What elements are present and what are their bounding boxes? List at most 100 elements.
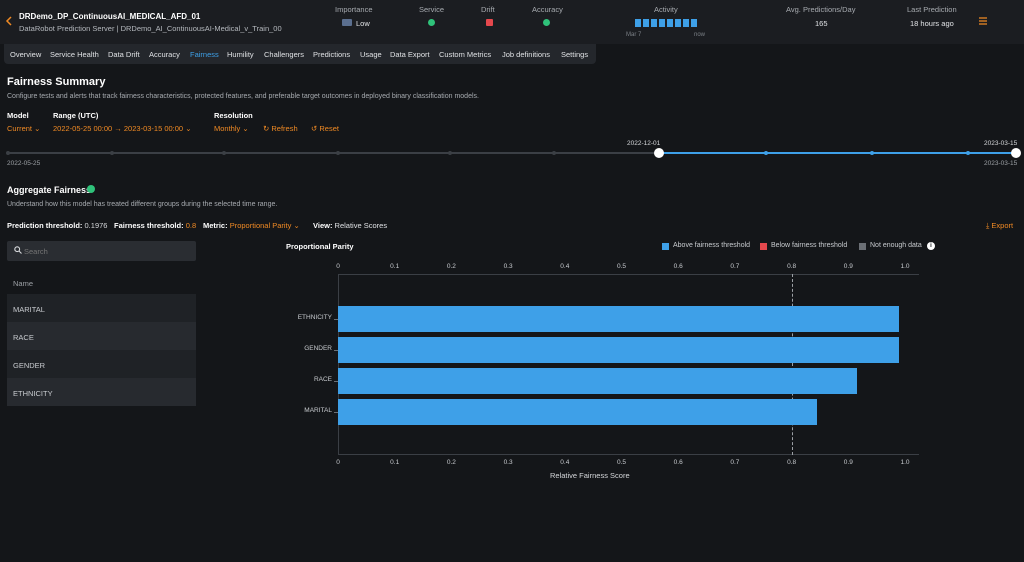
x-tick-label: 0.9 — [843, 263, 853, 270]
service-status-icon[interactable] — [428, 19, 435, 26]
prediction-threshold: Prediction threshold: 0.1976 — [7, 221, 107, 230]
metric-value: Proportional Parity — [229, 221, 292, 230]
x-tick-label: 0.4 — [560, 459, 570, 466]
x-tick-label: 0.5 — [616, 459, 627, 466]
bar-ethnicity[interactable] — [338, 306, 900, 332]
tab-fairness[interactable]: Fairness — [190, 50, 219, 59]
x-tick-label: 0.2 — [446, 459, 456, 466]
timeline-track[interactable] — [7, 152, 1017, 154]
tab-data-export[interactable]: Data Export — [390, 50, 430, 59]
x-tick-label: 0.8 — [787, 263, 797, 270]
chart-title: Proportional Parity — [286, 242, 354, 251]
avg-predictions-label: Avg. Predictions/Day — [786, 5, 856, 14]
x-tick-label: 0.3 — [503, 459, 513, 466]
resolution-label: Resolution — [214, 111, 253, 120]
tab-challengers[interactable]: Challengers — [264, 50, 305, 59]
search-input[interactable] — [24, 244, 189, 258]
fairness-threshold-value: 0.8 — [185, 221, 197, 230]
chevron-left-icon[interactable] — [5, 15, 13, 27]
accuracy-status-icon[interactable] — [543, 19, 550, 26]
activity-bar — [674, 18, 682, 28]
range-value: 2022-05-25 00:00 → 2023-03-15 00:00 — [53, 124, 184, 133]
activity-bar — [642, 18, 650, 28]
model-dropdown[interactable]: Current ⌄ — [7, 124, 40, 133]
tab-accuracy[interactable]: Accuracy — [149, 50, 180, 59]
tab-overview[interactable]: Overview — [10, 50, 42, 59]
tab-service-health[interactable]: Service Health — [50, 50, 99, 59]
x-tick-label: 0.8 — [787, 459, 797, 466]
refresh-button[interactable]: ↻ Refresh — [263, 124, 298, 133]
timeline-point — [764, 151, 768, 155]
activity-end: now — [694, 32, 706, 38]
importance-icon — [342, 19, 352, 26]
list-item[interactable]: ETHNICITY — [7, 378, 196, 406]
model-label: Model — [7, 111, 29, 120]
view-dropdown[interactable]: View: Relative Scores — [313, 221, 387, 230]
bar-gender[interactable] — [338, 337, 900, 363]
timeline-start-handle[interactable] — [654, 148, 664, 158]
importance-label: Importance — [335, 5, 373, 14]
tab-usage[interactable]: Usage — [360, 50, 382, 59]
tab-job-definitions[interactable]: Job definitions — [502, 50, 550, 59]
search-icon — [14, 246, 22, 256]
drift-status-icon[interactable] — [486, 19, 493, 26]
list-item[interactable]: MARITAL — [7, 294, 196, 322]
list-item[interactable]: GENDER — [7, 350, 196, 378]
list-item[interactable]: RACE — [7, 322, 196, 350]
metric-dropdown[interactable]: Metric: Proportional Parity ⌄ — [203, 221, 300, 230]
aggregate-description: Understand how this model has treated di… — [7, 201, 278, 208]
activity-bar — [690, 18, 698, 28]
timeline-selected-range[interactable] — [659, 152, 1017, 154]
threshold-line — [791, 274, 793, 455]
timeline-point — [222, 151, 226, 155]
fairness-threshold: Fairness threshold: 0.8 — [114, 221, 196, 230]
reset-icon: ↺ — [311, 124, 318, 133]
tab-humility[interactable]: Humility — [227, 50, 254, 59]
hamburger-menu-icon[interactable] — [979, 17, 987, 25]
x-tick-label: 0.3 — [503, 263, 513, 270]
tab-data-drift[interactable]: Data Drift — [108, 50, 140, 59]
aggregate-title: Aggregate Fairness — [7, 185, 92, 195]
tab-settings[interactable]: Settings — [561, 50, 589, 59]
metric-label: Metric: — [203, 221, 228, 230]
reset-button[interactable]: ↺ Reset — [311, 124, 339, 133]
y-tick-label: RACE — [313, 376, 332, 383]
tab-custom-metrics[interactable]: Custom Metrics — [439, 50, 492, 59]
activity-label: Activity — [654, 5, 678, 14]
export-label: Export — [991, 221, 1014, 230]
resolution-dropdown[interactable]: Monthly ⌄ — [214, 124, 249, 133]
x-tick-label: 0.5 — [616, 263, 627, 270]
feedback-icon[interactable] — [87, 185, 95, 193]
range-label: Range (UTC) — [53, 111, 99, 120]
page-description: Configure tests and alerts that track fa… — [7, 93, 479, 100]
x-tick-label: 0.1 — [390, 263, 400, 270]
legend-swatch-below — [760, 243, 767, 250]
timeline-point — [6, 151, 10, 155]
avg-predictions-value: 165 — [815, 19, 828, 28]
activity-bar — [634, 18, 642, 28]
timeline-end-handle[interactable] — [1011, 148, 1021, 158]
timeline-selected-end: 2023-03-15 — [984, 140, 1018, 147]
x-tick-label: 0.9 — [843, 459, 853, 466]
info-icon[interactable]: i — [927, 242, 935, 250]
activity-bar — [682, 18, 690, 28]
accuracy-label: Accuracy — [532, 5, 563, 14]
chevron-down-icon: ⌄ — [34, 124, 41, 133]
chevron-down-icon: ⌄ — [242, 124, 249, 133]
chart-plot-area — [338, 274, 919, 455]
timeline-point — [448, 151, 452, 155]
search-box[interactable] — [7, 241, 196, 261]
bar-marital[interactable] — [338, 399, 818, 425]
activity-bar — [666, 18, 674, 28]
x-tick-label: 1.0 — [900, 459, 910, 466]
x-tick-label: 0 — [336, 459, 340, 466]
tab-predictions[interactable]: Predictions — [313, 50, 351, 59]
export-button[interactable]: ⤓ Export — [986, 221, 1013, 231]
x-tick-label: 0.7 — [730, 459, 740, 466]
x-tick-label: 0.2 — [446, 263, 456, 270]
range-picker[interactable]: 2022-05-25 00:00 → 2023-03-15 00:00 ⌄ — [53, 124, 192, 133]
bar-race[interactable] — [338, 368, 857, 394]
y-tick-label: ETHNICITY — [297, 314, 332, 321]
download-icon: ⤓ — [986, 221, 990, 230]
x-tick-label: 0.6 — [673, 459, 683, 466]
